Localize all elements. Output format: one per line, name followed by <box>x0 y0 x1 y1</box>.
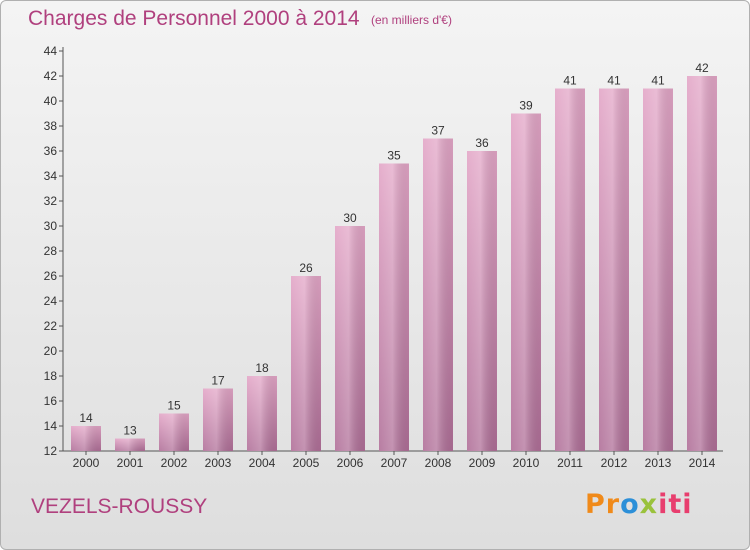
y-tick-label: 12 <box>44 444 58 458</box>
y-tick-label: 32 <box>44 194 58 208</box>
bar-shine-2009 <box>467 151 497 451</box>
x-tick-label: 2002 <box>161 456 188 470</box>
x-tick-label: 2013 <box>645 456 672 470</box>
y-tick-label: 14 <box>44 419 58 433</box>
data-label: 35 <box>387 149 401 163</box>
data-label: 41 <box>651 74 665 88</box>
data-label: 14 <box>79 411 93 425</box>
data-label: 18 <box>255 361 269 375</box>
bar-shine-2008 <box>423 138 453 451</box>
bar-shine-2010 <box>511 113 541 451</box>
x-tick-label: 2003 <box>205 456 232 470</box>
y-tick-label: 20 <box>44 344 58 358</box>
y-tick-label: 40 <box>44 94 58 108</box>
y-tick-label: 16 <box>44 394 58 408</box>
y-tick-label: 30 <box>44 219 58 233</box>
y-tick-label: 38 <box>44 119 58 133</box>
data-label: 37 <box>431 124 445 138</box>
bar-shine-2011 <box>555 88 585 451</box>
data-label: 42 <box>695 61 709 75</box>
y-tick-label: 34 <box>44 169 58 183</box>
y-tick-label: 22 <box>44 319 58 333</box>
logo-part-2: o <box>620 489 640 520</box>
x-tick-label: 2010 <box>513 456 540 470</box>
x-tick-label: 2005 <box>293 456 320 470</box>
bar-shine-2005 <box>291 276 321 451</box>
bar-shine-2003 <box>203 388 233 451</box>
data-label: 39 <box>519 99 533 113</box>
logo-part-1: Pr <box>585 489 621 520</box>
x-tick-label: 2001 <box>117 456 144 470</box>
data-label: 26 <box>299 261 313 275</box>
data-label: 13 <box>123 424 137 438</box>
data-label: 17 <box>211 374 225 388</box>
chart-title: Charges de Personnel 2000 à 2014 <box>28 7 360 30</box>
x-tick-label: 2006 <box>337 456 364 470</box>
data-label: 30 <box>343 211 357 225</box>
data-label: 36 <box>475 136 489 150</box>
bar-shine-2007 <box>379 163 409 451</box>
x-tick-label: 2004 <box>249 456 276 470</box>
y-tick-label: 28 <box>44 244 58 258</box>
logo-part-4: iti <box>658 489 693 520</box>
bar-shine-2012 <box>599 88 629 451</box>
x-tick-label: 2009 <box>469 456 496 470</box>
bar-shine-2006 <box>335 226 365 451</box>
y-tick-label: 24 <box>44 294 58 308</box>
data-label: 41 <box>563 74 577 88</box>
bar-shine-2014 <box>687 76 717 451</box>
data-label: 15 <box>167 399 181 413</box>
y-tick-label: 36 <box>44 144 58 158</box>
bar-shine-2002 <box>159 413 189 451</box>
x-tick-label: 2011 <box>557 456 583 470</box>
bar-shine-2013 <box>643 88 673 451</box>
chart-subtitle: (en milliers d'€) <box>371 13 452 27</box>
x-tick-label: 2014 <box>689 456 716 470</box>
x-tick-label: 2008 <box>425 456 452 470</box>
x-tick-label: 2012 <box>601 456 628 470</box>
y-tick-label: 44 <box>44 44 58 58</box>
bar-shine-2004 <box>247 376 277 451</box>
x-tick-label: 2007 <box>381 456 408 470</box>
data-label: 41 <box>607 74 621 88</box>
town-name: VEZELS-ROUSSY <box>31 495 208 518</box>
proxiti-logo: Proxiti <box>585 489 693 520</box>
logo-part-3: x <box>639 489 659 520</box>
y-tick-label: 42 <box>44 69 58 83</box>
y-tick-label: 18 <box>44 369 58 383</box>
x-tick-label: 2000 <box>73 456 100 470</box>
bar-shine-2001 <box>115 438 145 451</box>
bar-shine-2000 <box>71 426 101 451</box>
y-tick-label: 26 <box>44 269 58 283</box>
